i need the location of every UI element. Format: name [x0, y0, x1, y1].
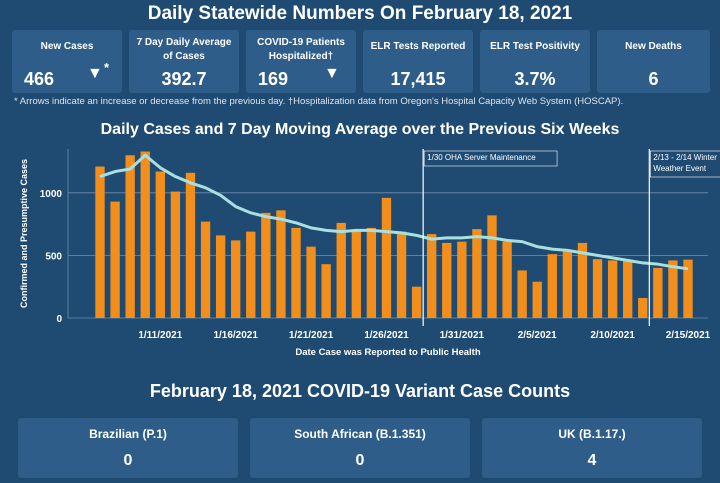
card-7day-average: 7 Day Daily Average of Cases 392.7 — [129, 30, 239, 93]
bar — [291, 227, 301, 318]
variant-card-brazilian: Brazilian (P.1) 0 — [18, 418, 238, 478]
bar — [562, 251, 573, 318]
annotation-label: 2/13 - 2/14 Winter — [653, 153, 717, 162]
bar — [577, 242, 588, 318]
variant-card-uk: UK (B.1.17.) 4 — [482, 418, 702, 478]
bar — [215, 235, 226, 318]
y-tick-label: 500 — [45, 251, 62, 262]
variant-label: South African (B.1.351) — [294, 427, 426, 441]
bar — [381, 197, 392, 318]
variant-value: 0 — [355, 452, 365, 469]
x-tick-label: 2/5/2021 — [518, 330, 557, 341]
card-value: 169 — [258, 69, 289, 89]
bar — [607, 260, 618, 318]
bar — [442, 242, 452, 318]
bar — [246, 231, 256, 318]
variant-card-south-african: South African (B.1.351) 0 — [250, 418, 470, 478]
bar — [155, 171, 165, 318]
bar — [532, 281, 542, 318]
bar — [623, 260, 633, 318]
bar — [261, 212, 271, 318]
y-tick-label: 0 — [56, 314, 62, 325]
variant-label: UK (B.1.17.) — [558, 427, 626, 441]
card-label: 7 Day Daily Average of Cases — [136, 37, 232, 62]
chart-title: Daily Cases and 7 Day Moving Average ove… — [100, 121, 620, 138]
page-title: Daily Statewide Numbers On February 18, … — [147, 3, 573, 24]
card-value: 17,415 — [390, 69, 446, 89]
annotation-label: Weather Event — [653, 164, 707, 173]
variant-value: 0 — [123, 452, 133, 469]
bar — [547, 254, 557, 318]
bar — [427, 234, 437, 318]
annotation-box — [650, 150, 720, 178]
annotation-label: 1/30 OHA Server Maintenance — [427, 153, 536, 162]
card-label: ELR Test Positivity — [490, 41, 580, 52]
asterisk-note: * — [104, 60, 110, 75]
moving-average-line — [99, 153, 689, 271]
variant-title: February 18, 2021 COVID-19 Variant Case … — [149, 381, 571, 401]
x-tick-label: 2/10/2021 — [590, 330, 635, 341]
cases-chart: 0 500 1000 1/30 OHA Server Maintenance 2/13 … — [19, 149, 720, 358]
card-label: ELR Tests Reported — [370, 41, 466, 52]
bar — [336, 222, 346, 318]
x-tick-label: 1/26/2021 — [364, 330, 409, 341]
bar — [140, 151, 150, 318]
bar — [366, 227, 377, 318]
bar — [517, 270, 527, 318]
y-axis-title: Confirmed and Presumptive Cases — [19, 159, 29, 308]
y-tick-label: 1000 — [40, 189, 63, 200]
card-value: 3.7% — [514, 69, 556, 89]
bar — [472, 229, 482, 318]
bar — [653, 267, 663, 318]
bar — [125, 155, 135, 318]
card-value: 466 — [24, 69, 55, 89]
card-value: 6 — [648, 69, 659, 89]
card-value: 392.7 — [161, 69, 207, 89]
annotation-box — [423, 150, 558, 167]
bar — [592, 259, 603, 318]
bar — [668, 260, 678, 318]
footnote: * Arrows indicate an increase or decreas… — [14, 96, 624, 107]
summary-cards: New Cases 466 ▼ * 7 Day Daily Average of… — [12, 30, 710, 93]
card-hospitalized: COVID-19 Patients Hospitalized† 169 ▼ — [246, 30, 356, 93]
down-arrow-icon: ▼ — [87, 65, 103, 82]
card-test-positivity: ELR Test Positivity 3.7% — [480, 30, 590, 93]
x-tick-label: 1/31/2021 — [440, 330, 485, 341]
x-tick-label: 1/11/2021 — [138, 330, 182, 341]
x-axis-title: Date Case was Reported to Public Health — [295, 347, 480, 358]
bar — [411, 286, 422, 318]
card-label: COVID-19 Patients Hospitalized† — [257, 37, 345, 62]
bar — [638, 297, 648, 318]
card-label: New Deaths — [625, 41, 682, 52]
bar — [185, 172, 196, 318]
bar — [200, 221, 211, 318]
bar — [231, 240, 241, 318]
bar — [351, 230, 361, 318]
bar — [396, 231, 407, 318]
bar — [306, 246, 316, 318]
bar — [487, 215, 497, 318]
bar — [321, 264, 331, 318]
variant-value: 4 — [587, 452, 597, 469]
bar — [110, 201, 120, 318]
bar — [170, 191, 181, 318]
x-tick-label: 1/16/2021 — [213, 330, 258, 341]
x-tick-label: 1/21/2021 — [289, 330, 334, 341]
bar — [276, 210, 286, 318]
card-new-deaths: New Deaths 6 — [597, 30, 710, 93]
down-arrow-icon: ▼ — [324, 65, 340, 82]
x-tick-label: 2/15/2021 — [666, 330, 711, 341]
bar — [683, 259, 693, 318]
variant-label: Brazilian (P.1) — [89, 427, 167, 441]
bar — [502, 241, 512, 318]
bar — [95, 166, 105, 318]
card-new-cases: New Cases 466 ▼ * — [12, 30, 122, 93]
card-elr-tests: ELR Tests Reported 17,415 — [363, 30, 473, 93]
bar — [457, 241, 467, 318]
card-label: New Cases — [40, 41, 94, 52]
